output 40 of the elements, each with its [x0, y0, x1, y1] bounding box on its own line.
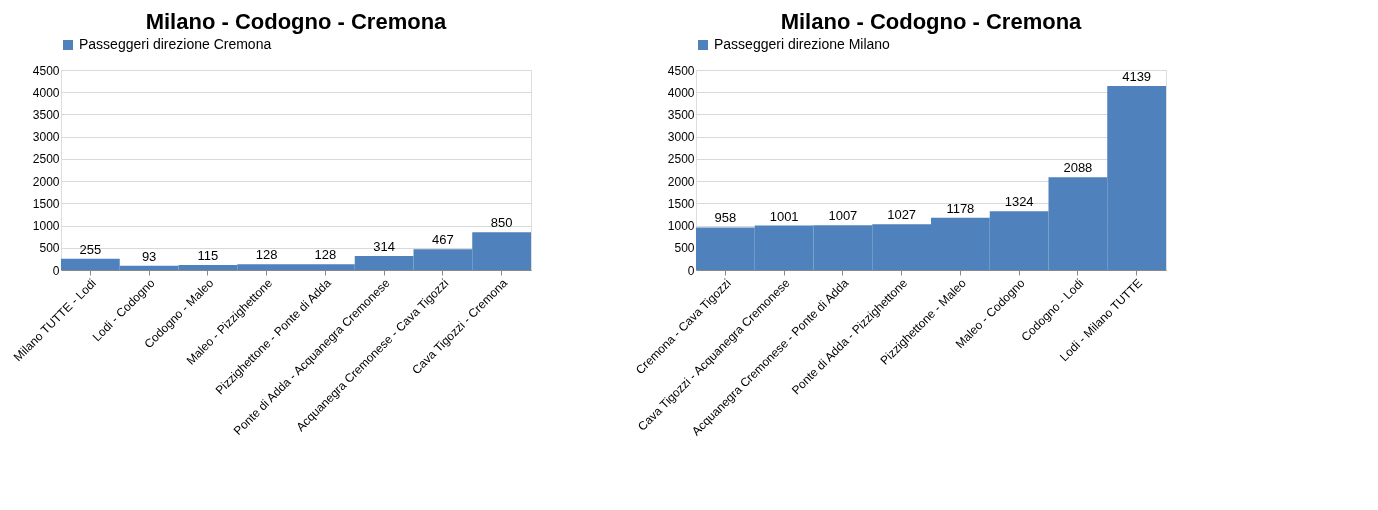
y-tick-label: 3000: [667, 130, 695, 145]
data-label: 314: [373, 239, 395, 255]
y-tick-label: 1000: [32, 219, 60, 234]
data-label: 1027: [887, 207, 917, 223]
data-label: 4139: [1122, 69, 1152, 85]
legend-label: Passeggeri direzione Milano: [714, 36, 891, 52]
y-tick-label: 3500: [32, 107, 60, 122]
y-tick-label: 4500: [32, 63, 60, 78]
y-tick-label: 2000: [667, 174, 695, 189]
data-label: 115: [197, 247, 219, 263]
legend-label: Passeggeri direzione Cremona: [79, 36, 272, 52]
chart-title: Milano - Codogno - Cremona: [145, 9, 448, 34]
data-label: 255: [79, 241, 102, 257]
y-tick-label: 3000: [32, 130, 60, 145]
data-label: 128: [255, 247, 278, 263]
y-tick-label: 0: [52, 263, 60, 278]
y-tick-label: 2500: [667, 152, 695, 167]
y-tick-label: 2500: [32, 152, 60, 167]
y-tick-label: 1500: [32, 196, 60, 211]
data-label: 2088: [1063, 160, 1093, 176]
data-label: 1178: [946, 200, 975, 216]
data-label: 1324: [1004, 194, 1034, 210]
data-label: 467: [432, 232, 454, 248]
y-tick-label: 0: [687, 263, 695, 278]
y-tick-label: 500: [674, 241, 695, 256]
y-tick-label: 1000: [667, 219, 695, 234]
y-tick-label: 4000: [32, 85, 60, 100]
data-label: 128: [314, 247, 337, 263]
y-tick-label: 2000: [32, 174, 60, 189]
y-tick-label: 500: [39, 241, 60, 256]
chart-title: Milano - Codogno - Cremona: [780, 9, 1083, 34]
y-tick-label: 3500: [667, 107, 695, 122]
data-label: 1007: [828, 208, 858, 224]
y-tick-label: 1500: [667, 196, 695, 211]
data-label: 93: [141, 248, 157, 264]
data-label: 850: [490, 215, 513, 231]
y-tick-label: 4500: [667, 63, 695, 78]
data-label: 958: [714, 210, 737, 226]
data-label: 1001: [769, 208, 799, 224]
y-tick-label: 4000: [667, 85, 695, 100]
